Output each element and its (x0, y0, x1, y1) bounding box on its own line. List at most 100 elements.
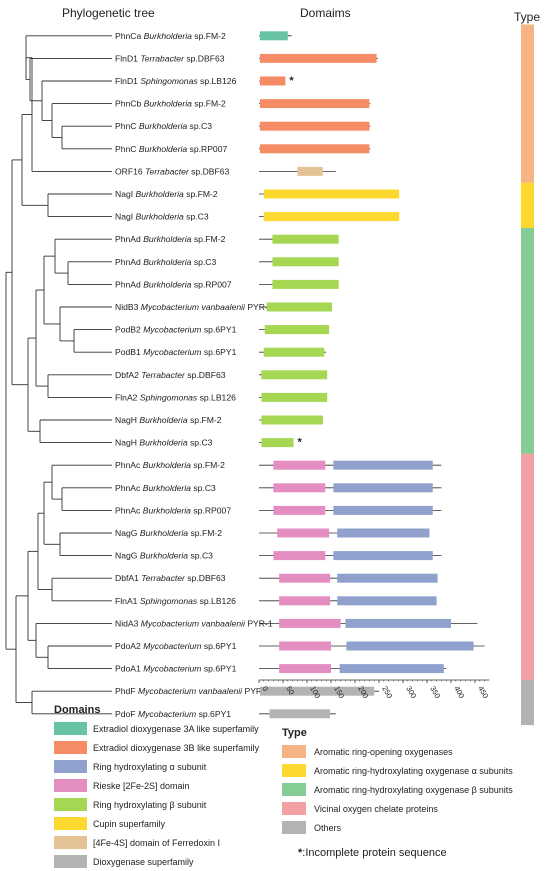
incomplete-star: * (289, 75, 294, 87)
tick-label: 250 (380, 685, 394, 700)
domain-bar (273, 460, 326, 470)
type-legend-item: Aromatic ring-opening oxygenases (282, 742, 513, 761)
domain-bar (272, 234, 339, 244)
gene-name: ORF16 (115, 166, 145, 176)
taxon-label: PhnCa Burkholderia sp.FM-2 (115, 31, 226, 41)
domain-bar (261, 438, 294, 448)
taxon-label: NagH Burkholderia sp.C3 (115, 438, 213, 448)
domain-bar (259, 76, 286, 86)
strain-name: sp.C3 (191, 257, 216, 267)
genus-name: Burkholderia (144, 31, 192, 41)
domain-bar (259, 53, 377, 63)
taxon-label: DbfA1 Terrabacter sp.DBF63 (115, 573, 226, 583)
tick-label: 300 (404, 685, 418, 700)
gene-name: DbfA1 (115, 573, 141, 583)
domain-legend: Domains Extradiol dioxygenase 3A like su… (54, 704, 259, 871)
domain-bar (333, 551, 433, 561)
gene-name: NagG (115, 528, 140, 538)
type-legend-item: Aromatic ring-hydroxylating oxygenase β … (282, 780, 513, 799)
domain-legend-label: Rieske [2Fe-2S] domain (93, 780, 190, 791)
incomplete-sequence-note: *:Incomplete protein sequence (298, 847, 447, 859)
taxon-label: FlnA1 Sphingomonas sp.LB126 (115, 596, 236, 606)
type-legend-item: Vicinal oxygen chelate proteins (282, 799, 513, 818)
domain-legend-swatch (54, 798, 87, 811)
strain-name: sp.DBF63 (185, 573, 226, 583)
gene-name: NagI (115, 212, 136, 222)
strain-name: sp.DBF63 (185, 370, 226, 380)
domain-bar (272, 279, 339, 289)
domain-legend-label: Extradiol dioxygenase 3B like superfamil… (93, 742, 260, 753)
genus-name: Mycobacterium (143, 325, 201, 335)
genus-name: Mycobacterium (143, 347, 201, 357)
domain-bar (337, 528, 430, 538)
strain-name: sp.C3 (187, 121, 212, 131)
gene-name: PhnAd (115, 279, 143, 289)
domain-bar (259, 121, 370, 131)
genus-name: Burkholderia (136, 212, 184, 222)
domain-bar (333, 505, 433, 515)
domain-bar (339, 664, 444, 674)
genus-name: Burkholderia (143, 234, 191, 244)
gene-name: PhnCa (115, 31, 144, 41)
strain-name: sp.FM-2 (188, 528, 222, 538)
domain-bar (259, 144, 370, 154)
tick-label: 450 (476, 685, 490, 700)
tick-label: 400 (452, 685, 466, 700)
domain-bar (269, 709, 331, 719)
strain-name: sp.C3 (191, 483, 216, 493)
genus-name: Burkholderia (139, 415, 187, 425)
gene-name: PhnAc (115, 505, 143, 515)
domain-bar (279, 573, 331, 583)
domains-header: Domaims (300, 6, 351, 20)
taxon-label: NagH Burkholderia sp.FM-2 (115, 415, 222, 425)
taxon-label: PhnCb Burkholderia sp.FM-2 (115, 99, 226, 109)
taxon-label: FlnD1 Terrabacter sp.DBF63 (115, 53, 225, 63)
gene-name: FlnA1 (115, 596, 140, 606)
domain-legend-swatch (54, 741, 87, 754)
domain-bar (337, 573, 438, 583)
strain-name: sp.FM-2 (191, 460, 225, 470)
type-band (521, 453, 534, 680)
genus-name: Terrabacter (141, 370, 186, 380)
gene-name: PhnAc (115, 460, 143, 470)
tick-label: 350 (428, 685, 442, 700)
genus-name: Terrabacter (140, 53, 185, 63)
type-legend-swatch (282, 745, 306, 758)
domain-legend-label: Dioxygenase superfamily (93, 856, 194, 867)
domain-bar (279, 618, 341, 628)
domain-legend-item: Dioxygenase superfamily (54, 852, 259, 871)
gene-name: NidB3 (115, 302, 141, 312)
gene-name: PdoA2 (115, 641, 143, 651)
gene-name: PhnC (115, 121, 139, 131)
domain-legend-item: [4Fe-4S] domain of Ferredoxin I (54, 833, 259, 852)
genus-name: Mycobacterium (143, 664, 201, 674)
gene-name: PodB2 (115, 325, 143, 335)
domain-legend-item: Ring hydroxylating β subunit (54, 795, 259, 814)
type-band (521, 679, 534, 726)
gene-name: PhnAc (115, 483, 143, 493)
domain-bar (263, 212, 400, 222)
taxon-label: PhnC Burkholderia sp.RP007 (115, 144, 227, 154)
domain-bar (259, 31, 288, 41)
taxon-label: NidA3 Mycobacterium vanbaalenii PYR-1 (115, 618, 273, 628)
taxon-label: PdoA2 Mycobacterium sp.6PY1 (115, 641, 237, 651)
type-header: Type (514, 10, 541, 24)
gene-name: PhdF (115, 686, 138, 696)
gene-name: NagG (115, 551, 140, 561)
domain-legend-item: Extradiol dioxygenase 3B like superfamil… (54, 738, 259, 757)
strain-name: sp.RP007 (187, 144, 227, 154)
domain-bar (264, 325, 330, 335)
genus-name: Burkholderia (144, 99, 192, 109)
domain-legend-swatch (54, 836, 87, 849)
domain-bar (263, 189, 400, 199)
domain-legend-swatch (54, 779, 87, 792)
type-bar (521, 24, 534, 726)
domain-bar (261, 392, 328, 402)
domain-bar (273, 505, 326, 515)
genus-name: Mycobacterium vanbaalenii (138, 686, 243, 696)
type-band (521, 182, 534, 228)
domain-legend-label: Ring hydroxylating β subunit (93, 799, 207, 810)
taxon-label: NagG Burkholderia sp.C3 (115, 551, 213, 561)
genus-name: Burkholderia (140, 551, 188, 561)
genus-name: Burkholderia (143, 483, 191, 493)
